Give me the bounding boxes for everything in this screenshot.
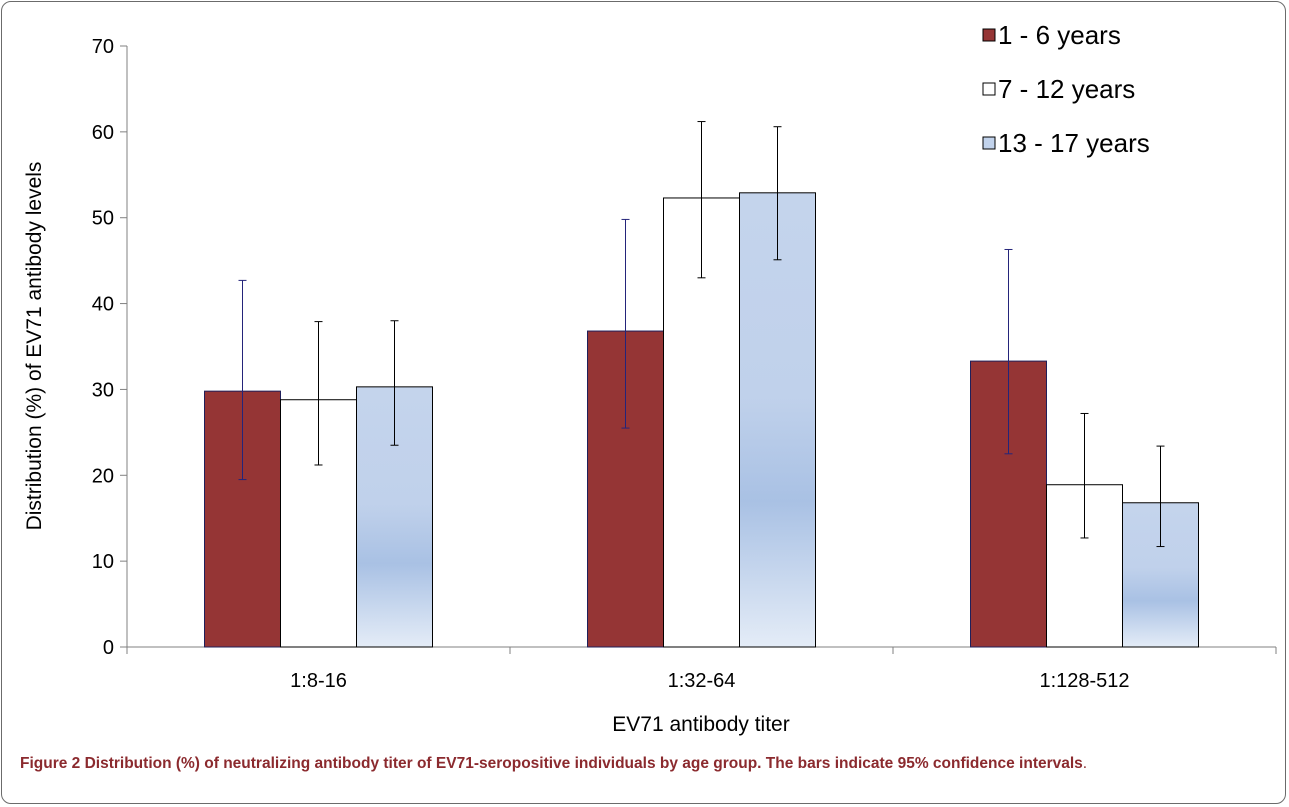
bar [739,192,816,648]
y-tick-label: 10 [92,551,114,573]
x-tick-label: 1:32-64 [668,670,736,692]
labels: 0 10 20 30 40 50 60 70 1:8-16 1:32-64 1:128-512 EV7… [23,36,1130,736]
x-tick-label: 1:128-512 [1039,670,1129,692]
y-tick-label: 50 [92,208,114,230]
y-tick-label: 60 [92,122,114,144]
bars [204,192,1199,648]
y-axis-label: Distribution (%) of EV71 antibody levels [23,162,46,531]
y-tick-label: 20 [92,465,114,487]
legend-swatch [982,136,996,150]
legend-label: 7 - 12 years [998,74,1135,104]
bar-chart: 0 10 20 30 40 50 60 70 1:8-16 1:32-64 1:128-512 EV7… [23,20,1277,736]
legend-label: 1 - 6 years [998,20,1121,50]
caption-tail: . [1082,755,1088,772]
y-tick-label: 40 [92,294,114,316]
legend: 1 - 6 years 7 - 12 years 13 - 17 years [982,20,1150,158]
caption-lead: Figure 2 Distribution (%) of neutralizin… [20,755,1083,772]
y-tick-label: 70 [92,36,114,58]
x-axis-label: EV71 antibody titer [612,713,789,736]
legend-swatch [982,28,996,42]
legend-swatch [982,82,996,96]
figure-caption: Figure 2 Distribution (%) of neutralizin… [20,752,1275,776]
y-tick-label: 30 [92,379,114,401]
x-tick-label: 1:8-16 [290,670,347,692]
legend-label: 13 - 17 years [998,128,1150,158]
y-tick-label: 0 [103,637,114,659]
error-bars [238,121,1165,548]
